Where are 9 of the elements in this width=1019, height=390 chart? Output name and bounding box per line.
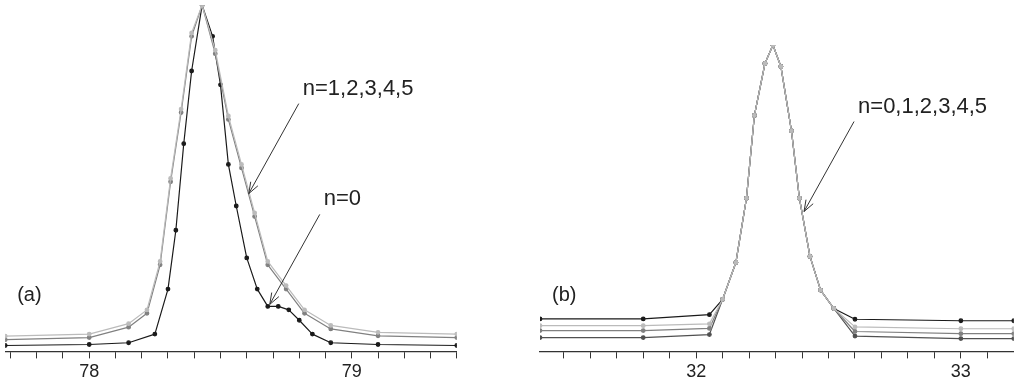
annotation: n=0 [323, 185, 362, 211]
annotation: (b) [552, 283, 577, 306]
annotation: n=1,2,3,4,5 [302, 74, 414, 100]
annotation: (a) [17, 283, 42, 306]
x-tick-label: 33 [950, 361, 971, 382]
annotation: n=0,1,2,3,4,5 [858, 92, 988, 118]
x-tick-label: 79 [341, 361, 362, 382]
x-tick-label: 78 [79, 361, 100, 382]
x-tick-label: 32 [686, 361, 707, 382]
